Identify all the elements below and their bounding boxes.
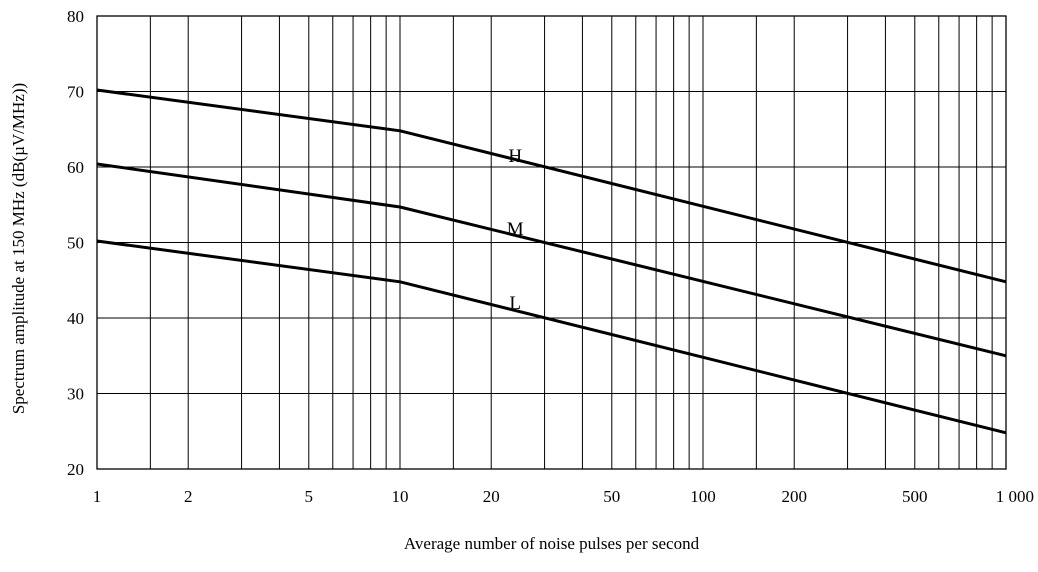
y-tick-label: 30 [67,385,84,404]
y-tick-label: 60 [67,158,84,177]
y-tick-label: 70 [67,83,84,102]
series-line-l [96,239,1007,435]
y-tick-label: 20 [67,460,84,479]
series-label-m: M [507,219,524,240]
x-tick-label: 1 000 [996,487,1034,506]
series-label-h: H [508,146,522,167]
series-label-l: L [509,293,521,314]
series-line-h [96,88,1007,284]
series-labels: H M L [507,146,524,314]
major-grid [96,15,1007,470]
x-axis-label: Average number of noise pulses per secon… [404,534,700,553]
x-tick-label: 500 [902,487,928,506]
x-tick-label: 20 [483,487,500,506]
series-line-m [96,162,1007,358]
y-tick-label: 80 [67,7,84,26]
y-tick-labels: 20 30 40 50 60 70 80 [67,7,84,479]
x-tick-label: 5 [305,487,314,506]
series-lines [96,88,1007,435]
x-tick-label: 1 [93,487,102,506]
x-tick-label: 2 [184,487,193,506]
y-axis-label: Spectrum amplitude at 150 MHz (dB(µV/MHz… [9,83,28,414]
x-tick-labels: 1 2 5 10 20 50 100 200 500 1 000 [93,487,1034,506]
y-tick-label: 50 [67,234,84,253]
x-tick-label: 100 [690,487,716,506]
x-tick-label: 200 [781,487,807,506]
y-tick-label: 40 [67,309,84,328]
x-tick-label: 10 [392,487,409,506]
x-tick-label: 50 [603,487,620,506]
